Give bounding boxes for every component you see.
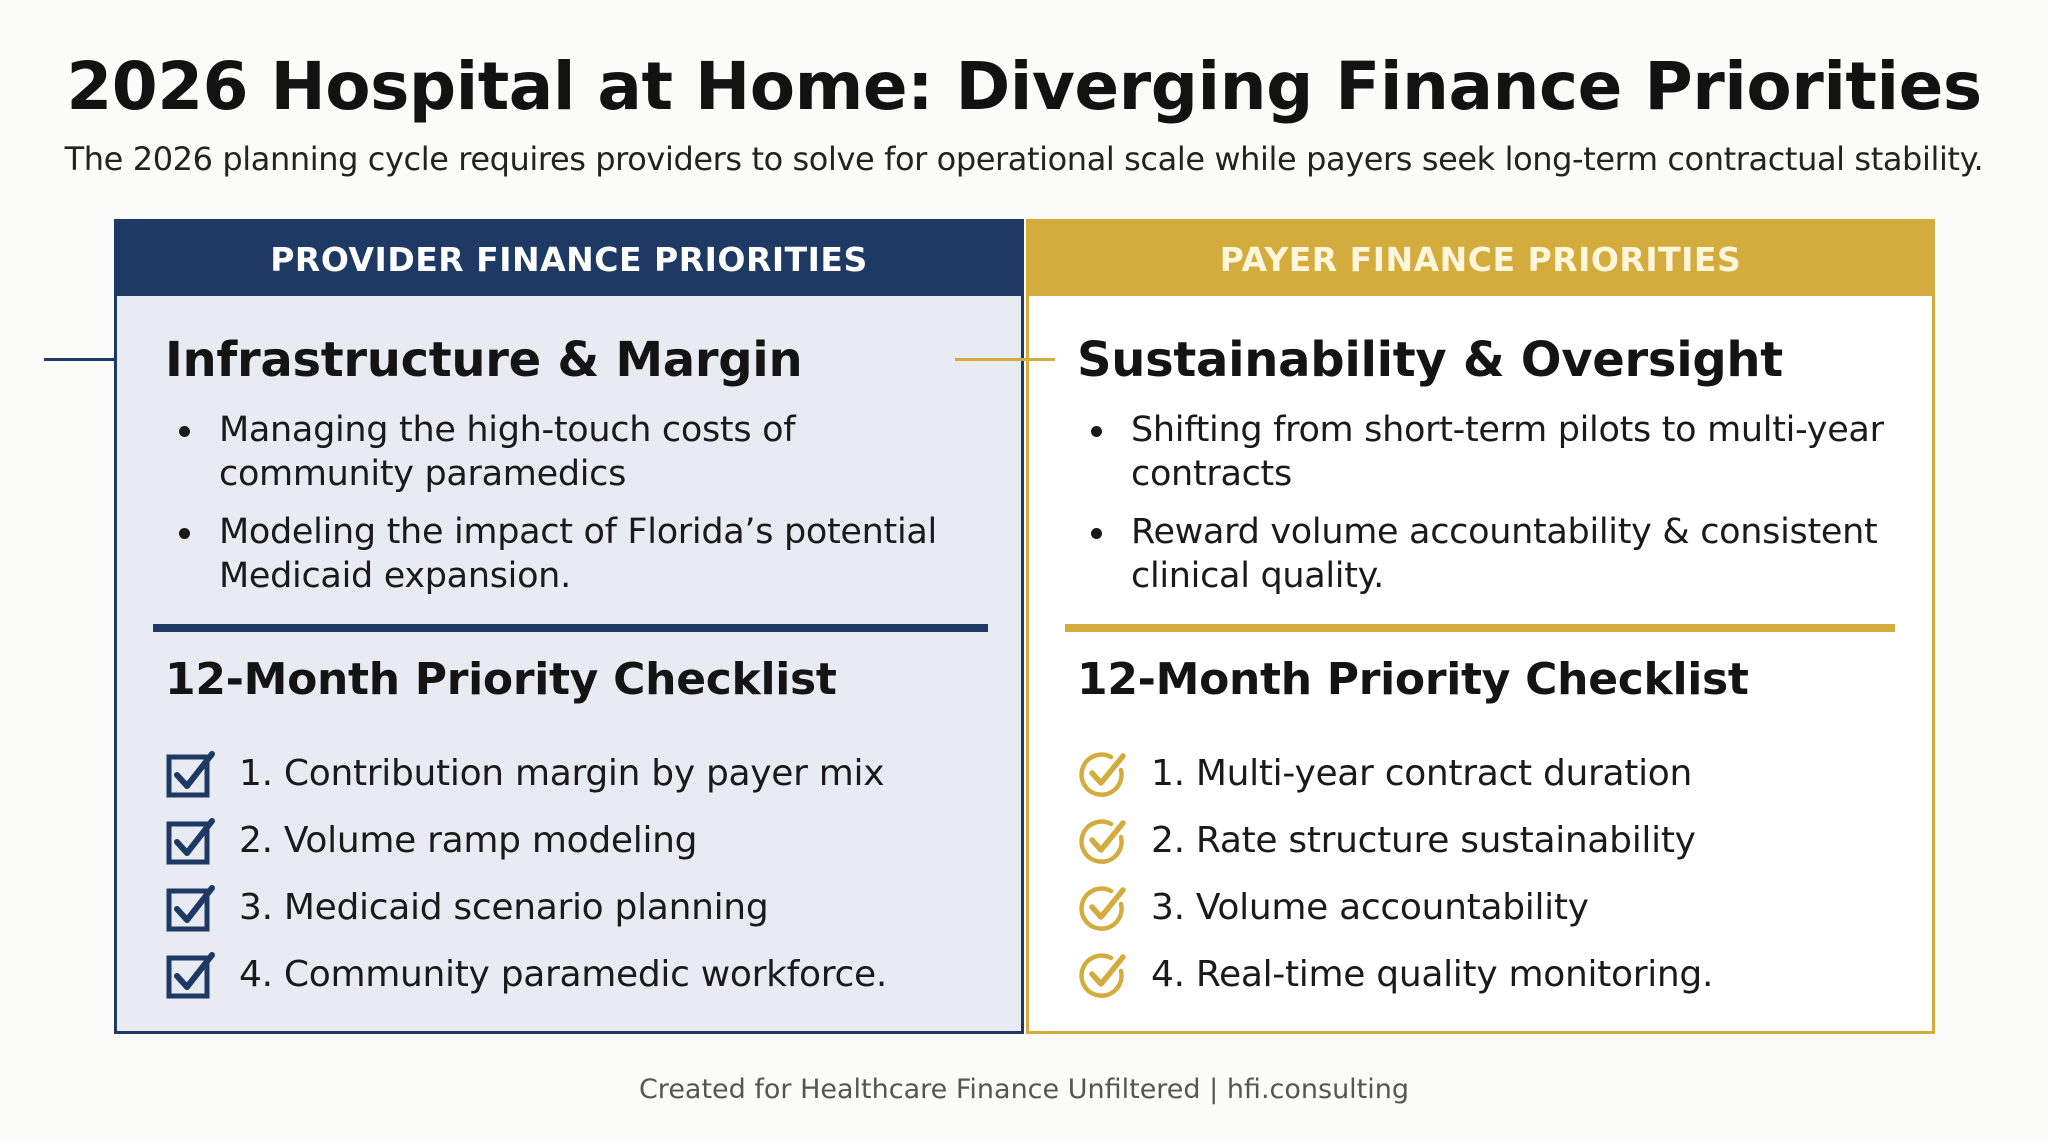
payer-bullet-text: Reward volume accountability & consisten… — [1131, 512, 1878, 596]
payer-checklist: 1. Multi-year contract duration 2. Rate … — [1077, 740, 1713, 1008]
payer-panel: PAYER FINANCE PRIORITIES Sustainability … — [1026, 219, 1935, 1034]
provider-checklist-text: 4. Community paramedic workforce. — [239, 954, 887, 995]
page-subtitle: The 2026 planning cycle requires provide… — [64, 140, 1984, 178]
provider-checklist: 1. Contribution margin by payer mix 2. V… — [165, 740, 887, 1008]
payer-checklist-item: 2. Rate structure sustainability — [1077, 807, 1713, 874]
checkbox-checked-icon — [166, 750, 215, 797]
provider-bullet-item: Modeling the impact of Florida’s potenti… — [165, 510, 995, 598]
provider-checklist-item: 3. Medicaid scenario planning — [165, 874, 887, 941]
provider-checklist-text: 1. Contribution margin by payer mix — [239, 753, 885, 794]
bullet-dot-icon — [1091, 528, 1102, 539]
provider-panel-header: PROVIDER FINANCE PRIORITIES — [117, 222, 1021, 296]
provider-section-title: Infrastructure & Margin — [165, 332, 803, 388]
provider-checklist-title: 12-Month Priority Checklist — [165, 654, 837, 705]
provider-bullet-text: Managing the high-touch costs of communi… — [219, 410, 796, 494]
payer-checklist-item: 4. Real-time quality monitoring. — [1077, 941, 1713, 1008]
payer-section-title: Sustainability & Oversight — [1077, 332, 1783, 388]
payer-bullet-list: Shifting from short-term pilots to multi… — [1077, 408, 1907, 612]
payer-bullet-text: Shifting from short-term pilots to multi… — [1131, 410, 1884, 494]
footer-credit: Created for Healthcare Finance Unfiltere… — [638, 1074, 1410, 1105]
payer-checklist-item: 3. Volume accountability — [1077, 874, 1713, 941]
payer-checklist-text: 3. Volume accountability — [1151, 887, 1589, 928]
provider-bullet-list: Managing the high-touch costs of communi… — [165, 408, 995, 612]
checkbox-checked-icon — [166, 817, 215, 864]
bullet-dot-icon — [179, 426, 190, 437]
checkbox-checked-icon — [166, 884, 215, 931]
provider-checklist-item: 4. Community paramedic workforce. — [165, 941, 887, 1008]
payer-connector-line — [955, 358, 1055, 361]
payer-checklist-text: 1. Multi-year contract duration — [1151, 753, 1693, 794]
circle-check-icon — [1079, 885, 1126, 931]
payer-checklist-text: 4. Real-time quality monitoring. — [1151, 954, 1714, 995]
provider-bullet-text: Modeling the impact of Florida’s potenti… — [219, 512, 937, 596]
provider-checklist-text: 2. Volume ramp modeling — [239, 820, 698, 861]
circle-check-icon — [1079, 818, 1126, 864]
provider-panel: PROVIDER FINANCE PRIORITIES Infrastructu… — [114, 219, 1024, 1034]
circle-check-icon — [1079, 751, 1126, 797]
payer-checklist-text: 2. Rate structure sustainability — [1151, 820, 1696, 861]
provider-divider — [153, 624, 988, 632]
provider-checklist-item: 2. Volume ramp modeling — [165, 807, 887, 874]
bullet-dot-icon — [1091, 426, 1102, 437]
provider-bullet-item: Managing the high-touch costs of communi… — [165, 408, 995, 496]
payer-bullet-item: Shifting from short-term pilots to multi… — [1077, 408, 1907, 496]
bullet-dot-icon — [179, 528, 190, 539]
page-title: 2026 Hospital at Home: Diverging Finance… — [66, 48, 1982, 125]
payer-checklist-item: 1. Multi-year contract duration — [1077, 740, 1713, 807]
payer-panel-header: PAYER FINANCE PRIORITIES — [1029, 222, 1932, 296]
payer-checklist-title: 12-Month Priority Checklist — [1077, 654, 1749, 705]
provider-connector-line — [44, 358, 144, 361]
circle-check-icon — [1079, 952, 1126, 998]
provider-checklist-item: 1. Contribution margin by payer mix — [165, 740, 887, 807]
checkbox-checked-icon — [166, 951, 215, 998]
payer-bullet-item: Reward volume accountability & consisten… — [1077, 510, 1907, 598]
payer-divider — [1065, 624, 1895, 632]
provider-checklist-text: 3. Medicaid scenario planning — [239, 887, 769, 928]
